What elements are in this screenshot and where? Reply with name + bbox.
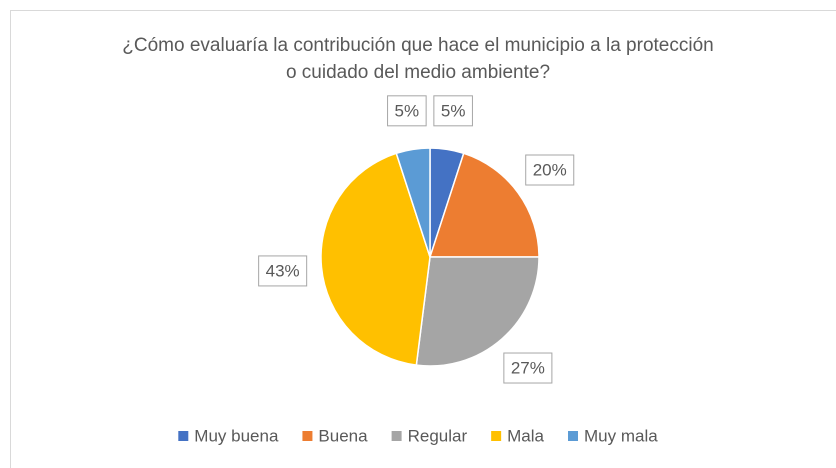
data-label: 5% bbox=[441, 101, 466, 120]
data-label: 5% bbox=[395, 101, 420, 120]
legend-label: Mala bbox=[507, 426, 544, 445]
pie-slice bbox=[395, 147, 431, 258]
legend-swatch bbox=[302, 431, 313, 441]
legend-swatch bbox=[391, 431, 402, 441]
legend-label: Muy mala bbox=[584, 426, 658, 445]
legend-swatch bbox=[491, 431, 502, 441]
chart-border bbox=[10, 10, 836, 468]
data-label-box bbox=[503, 352, 553, 384]
data-label-box bbox=[525, 154, 575, 186]
pie-slice bbox=[320, 152, 431, 366]
data-label-box bbox=[433, 95, 473, 127]
legend-label: Muy buena bbox=[194, 426, 279, 445]
pie-slice bbox=[428, 152, 540, 258]
data-label-box bbox=[258, 255, 308, 287]
legend-label: Regular bbox=[408, 426, 468, 445]
legend-swatch bbox=[178, 431, 189, 441]
data-label-box bbox=[387, 95, 427, 127]
data-label: 43% bbox=[266, 261, 300, 280]
chart-title: ¿Cómo evaluaría la contribución que hace… bbox=[122, 35, 714, 83]
data-label: 20% bbox=[533, 160, 567, 179]
legend-swatch bbox=[568, 431, 579, 441]
pie-slice bbox=[415, 256, 540, 367]
data-label: 27% bbox=[511, 359, 545, 378]
legend-label: Buena bbox=[318, 426, 368, 445]
